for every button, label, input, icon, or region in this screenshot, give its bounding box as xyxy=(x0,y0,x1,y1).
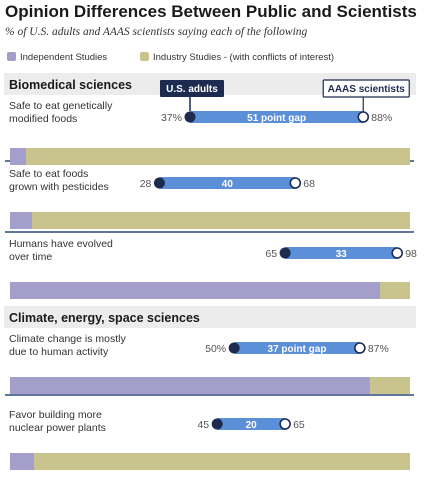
question-text-line-2: modified foods xyxy=(9,113,77,125)
gap-bar xyxy=(217,418,286,430)
scientist-value-label: 88% xyxy=(371,112,392,124)
scientist-value-label: 65 xyxy=(293,419,305,431)
public-dot xyxy=(153,177,165,189)
gap-label: 40 xyxy=(222,179,234,190)
industry-bar xyxy=(34,453,410,470)
gap-bar xyxy=(285,247,398,259)
gap-label: 33 xyxy=(336,249,348,260)
gap-bar xyxy=(189,111,364,123)
industry-bar xyxy=(380,282,410,299)
public-dot xyxy=(228,342,240,354)
question-text-line-1: Climate change is mostly xyxy=(9,333,126,345)
gap-label: 51 point gap xyxy=(247,113,306,124)
us-adults-flag xyxy=(159,80,224,97)
gap-label: 37 point gap xyxy=(268,344,327,355)
chart-subtitle: % of U.S. adults and AAAS scientists say… xyxy=(5,26,308,38)
question-text-line-1: Safe to eat foods xyxy=(9,168,88,180)
independent-bar xyxy=(10,282,380,299)
public-value-label: 50% xyxy=(205,343,226,355)
question-text-line-2: over time xyxy=(9,251,52,263)
public-value-label: 45 xyxy=(197,419,209,431)
section-label: Biomedical sciences xyxy=(9,78,132,92)
public-dot xyxy=(211,418,223,430)
section-header-bg xyxy=(4,306,416,328)
gap-label: 20 xyxy=(246,420,258,431)
chart-marks: Biomedical sciences Safe to eat genetical… xyxy=(4,73,417,470)
scientist-value-label: 68 xyxy=(303,178,315,190)
gap-bar xyxy=(159,177,296,189)
public-value-label: 28 xyxy=(140,178,152,190)
gap-bar xyxy=(234,342,360,354)
us-adults-flag-label: U.S. adults xyxy=(166,84,218,95)
question-text-line-2: due to human activity xyxy=(9,346,109,358)
question-text-line-2: nuclear power plants xyxy=(9,422,106,434)
independent-bar xyxy=(10,212,32,229)
independent-bar xyxy=(10,453,34,470)
scientist-dot xyxy=(279,418,291,430)
industry-bar xyxy=(26,148,410,165)
public-dot xyxy=(184,111,196,123)
industry-bar xyxy=(32,212,410,229)
aaas-scientists-flag xyxy=(322,79,410,98)
scientist-value-label: 98 xyxy=(405,248,417,260)
independent-bar xyxy=(10,148,26,165)
public-value-label: 65 xyxy=(265,248,277,260)
chart-title: Opinion Differences Between Public and S… xyxy=(5,2,417,21)
aaas-scientists-flag-label: AAAS scientists xyxy=(328,84,406,95)
public-dot xyxy=(279,247,291,259)
legend-label-independent: Independent Studies xyxy=(20,52,107,63)
legend-swatch-independent xyxy=(7,52,16,61)
scientist-dot xyxy=(354,342,366,354)
question-text-line-1: Humans have evolved xyxy=(9,238,113,250)
question-text-line-1: Safe to eat genetically xyxy=(9,100,113,112)
scientist-dot xyxy=(391,247,404,259)
independent-bar xyxy=(10,377,370,394)
scientist-dot xyxy=(289,177,302,189)
scientist-dot xyxy=(357,111,370,123)
industry-bar xyxy=(370,377,410,394)
section-label: Climate, energy, space sciences xyxy=(9,311,200,325)
public-value-label: 37% xyxy=(161,112,182,124)
scientist-value-label: 87% xyxy=(368,343,389,355)
legend-swatch-industry xyxy=(140,52,149,61)
question-text-line-2: grown with pesticides xyxy=(9,181,109,193)
question-text-line-1: Favor building more xyxy=(9,409,102,421)
legend-label-industry: Industry Studies - (with conflicts of in… xyxy=(153,52,334,63)
